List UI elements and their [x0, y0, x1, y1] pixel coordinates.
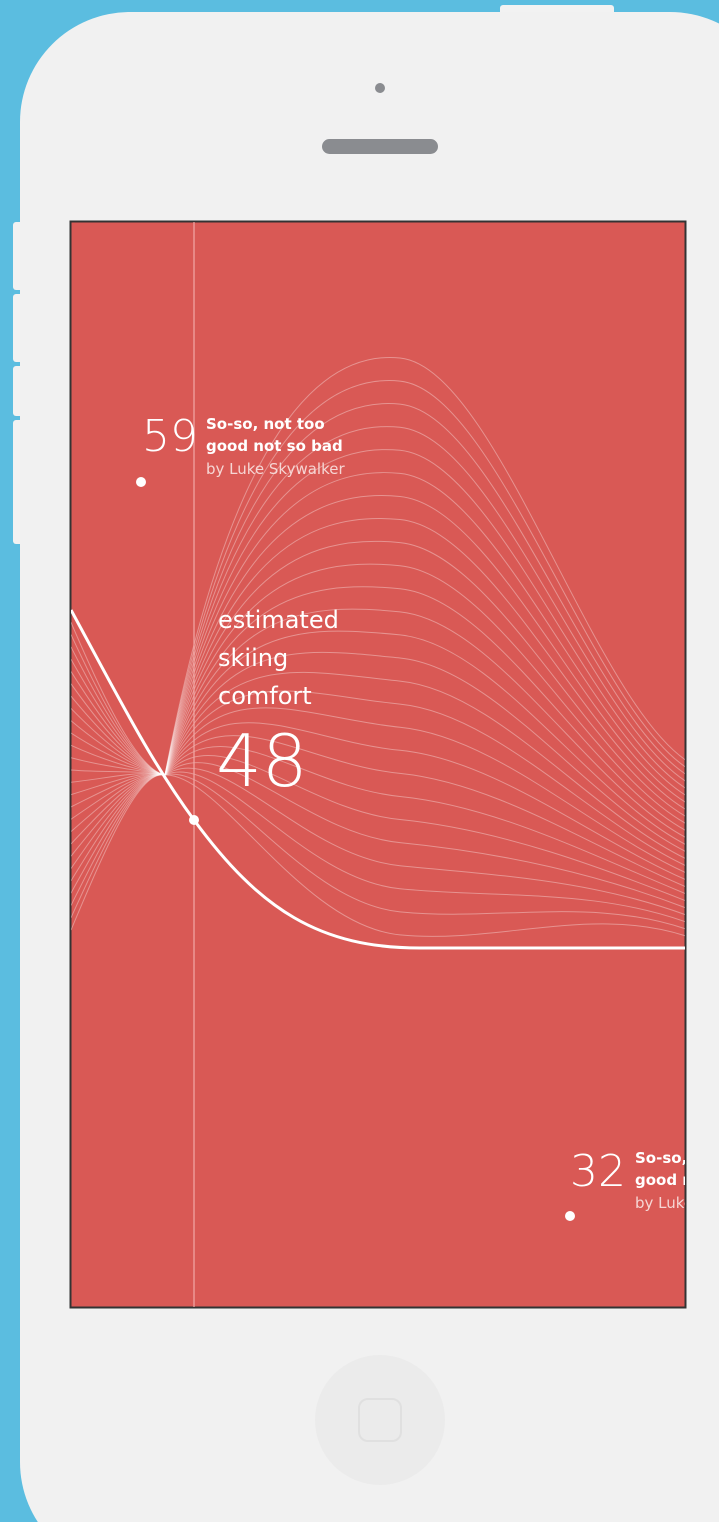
- comment-score: 32: [570, 1146, 626, 1197]
- comfort-label: estimated: [218, 606, 339, 634]
- comment-author: by Luke Skywalker: [206, 460, 345, 478]
- cursor-dot: [189, 815, 199, 825]
- screen: [71, 222, 686, 1308]
- comfort-value: 48: [216, 719, 308, 803]
- app-mockup: 59 So-so, not too good not so bad by Luk…: [0, 0, 719, 1522]
- comment-dot[interactable]: [136, 477, 146, 487]
- home-button[interactable]: [315, 1355, 445, 1485]
- comfort-label: comfort: [218, 682, 312, 710]
- comment-text: So-so, not too: [206, 415, 325, 433]
- comfort-label: skiing: [218, 644, 288, 672]
- comment-dot[interactable]: [565, 1211, 575, 1221]
- comment-text: good not so bad: [206, 437, 343, 455]
- camera: [375, 83, 385, 93]
- comment-score: 59: [142, 411, 198, 462]
- speaker: [322, 139, 438, 154]
